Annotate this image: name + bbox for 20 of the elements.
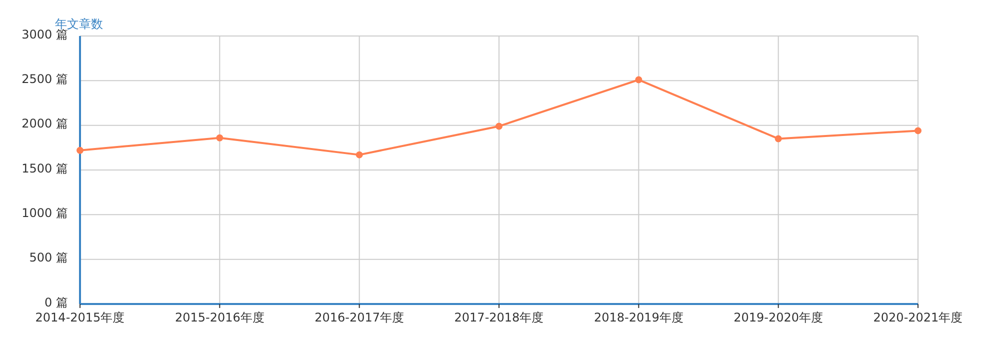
point [914, 127, 922, 134]
y-tick-label: 0 篇 [44, 295, 68, 310]
y-tick-label: 1500 篇 [22, 161, 68, 176]
y-tick-label: 500 篇 [29, 250, 68, 265]
point [635, 76, 642, 84]
x-tick-label: 2020-2021年度 [873, 310, 963, 325]
point [76, 146, 84, 154]
y-tick-label: 2000 篇 [22, 116, 68, 131]
x-tick-label: 2019-2020年度 [734, 310, 824, 325]
point [216, 134, 224, 142]
x-tick-label: 2015-2016年度 [174, 310, 264, 325]
point [774, 135, 782, 142]
x-tick-label: 2016-2017年度 [314, 310, 404, 325]
point [356, 151, 363, 158]
x-tick-label: 2018-2019年度 [594, 310, 684, 325]
y-tick-label: 2500 篇 [22, 72, 68, 86]
x-tick-label: 2014-2015年度 [35, 310, 125, 325]
x-tick-label: 2017-2018年度 [454, 310, 544, 325]
point [496, 122, 502, 130]
y-tick-label: 1000 篇 [22, 206, 68, 220]
